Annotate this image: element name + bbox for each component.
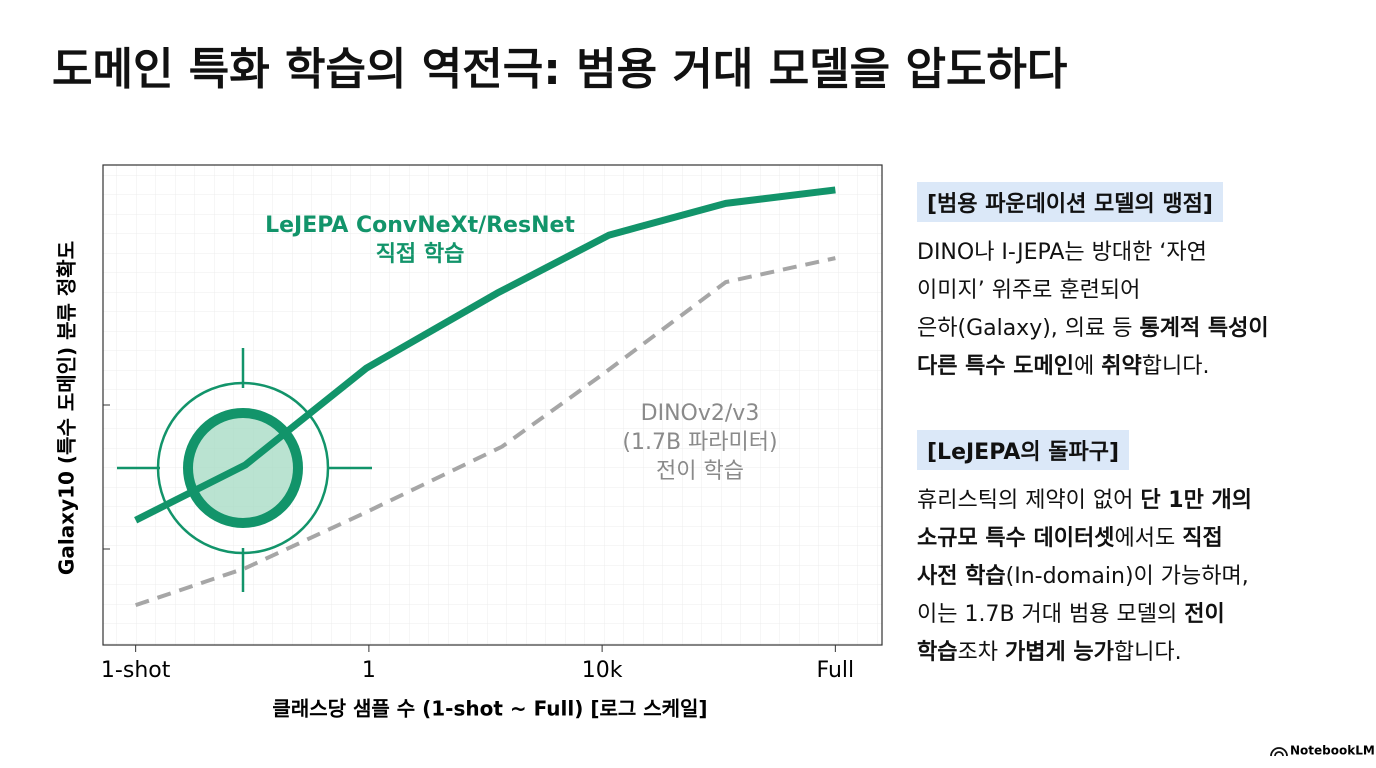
text: 에 xyxy=(1074,354,1102,379)
text: 합니다. xyxy=(1141,354,1210,379)
x-axis-label: 클래스당 샘플 수 (1-shot ~ Full) [로그 스케일] xyxy=(272,697,707,721)
annotation: LeJEPA ConvNeXt/ResNet xyxy=(265,213,575,238)
slide-title: 도메인 특화 학습의 역전극: 범용 거대 모델을 압도하다 xyxy=(52,44,1067,95)
bold-text: 학습 xyxy=(917,640,958,665)
bold-text: 소규모 특수 데이터셋 xyxy=(917,526,1115,551)
bold-text: 사전 학습 xyxy=(917,564,1006,589)
panel-line: 다른 특수 도메인에 취약합니다. xyxy=(917,348,1357,386)
series-line xyxy=(135,256,836,608)
bold-text: 가볍게 능가 xyxy=(1004,640,1114,665)
panel-line: 휴리스틱의 제약이 없어 단 1만 개의 xyxy=(917,482,1357,520)
panel-line: 이는 1.7B 거대 범용 모델의 전이 xyxy=(917,596,1357,634)
footer-brand: NotebookLM xyxy=(1290,744,1375,758)
bold-text: 전이 xyxy=(1184,602,1225,627)
text: 합니다. xyxy=(1113,640,1182,665)
text: 이미지’ 위주로 훈련되어 xyxy=(917,278,1141,303)
panel-line: DINO나 I-JEPA는 방대한 ‘자연 xyxy=(917,234,1357,272)
panel-line: 이미지’ 위주로 훈련되어 xyxy=(917,272,1357,310)
panel-line: 학습조차 가볍게 능가합니다. xyxy=(917,634,1357,672)
panel-line: 은하(Galaxy), 의료 등 통계적 특성이 xyxy=(917,310,1357,348)
bold-text: 통계적 특성이 xyxy=(1139,316,1269,341)
annotation: (1.7B 파라미터) xyxy=(622,430,777,455)
x-tick-label: Full xyxy=(817,658,855,683)
y-axis-label: Galaxy10 (특수 도메인) 분류 정확도 xyxy=(55,241,79,575)
x-tick-label: 1 xyxy=(362,658,376,683)
panel-line: 사전 학습(In-domain)이 가능하며, xyxy=(917,558,1357,596)
text: 이는 1.7B 거대 범용 모델의 xyxy=(917,602,1185,627)
plot-area xyxy=(102,164,883,646)
annotation: 직접 학습 xyxy=(376,242,465,267)
panel-heading: [범용 파운데이션 모델의 맹점] xyxy=(917,182,1223,222)
x-tick-label: 1-shot xyxy=(101,658,171,683)
text: 은하(Galaxy), 의료 등 xyxy=(917,316,1140,341)
bold-text: 취약 xyxy=(1101,354,1142,379)
annotation: 전이 학습 xyxy=(656,459,744,484)
annotation: DINOv2/v3 xyxy=(641,401,760,426)
x-tick-label: 10k xyxy=(582,658,623,683)
text: 휴리스틱의 제약이 없어 xyxy=(917,488,1141,513)
text: (In-domain)이 가능하며, xyxy=(1005,564,1249,589)
bold-text: 단 1만 개의 xyxy=(1140,488,1252,513)
bold-text: 다른 특수 도메인 xyxy=(917,354,1074,379)
panel-line: 소규모 특수 데이터셋에서도 직접 xyxy=(917,520,1357,558)
text: 조차 xyxy=(957,640,1005,665)
bold-text: 직접 xyxy=(1182,526,1223,551)
panel-heading: [LeJEPA의 돌파구] xyxy=(917,430,1130,470)
footer: NotebookLM xyxy=(1270,744,1375,758)
text: 에서도 xyxy=(1114,526,1183,551)
series-line xyxy=(134,186,836,524)
text: DINO나 I-JEPA는 방대한 ‘자연 xyxy=(917,240,1207,265)
text-panel: [LeJEPA의 돌파구] 휴리스틱의 제약이 없어 단 1만 개의 소규모 특수 … xyxy=(917,430,1357,672)
